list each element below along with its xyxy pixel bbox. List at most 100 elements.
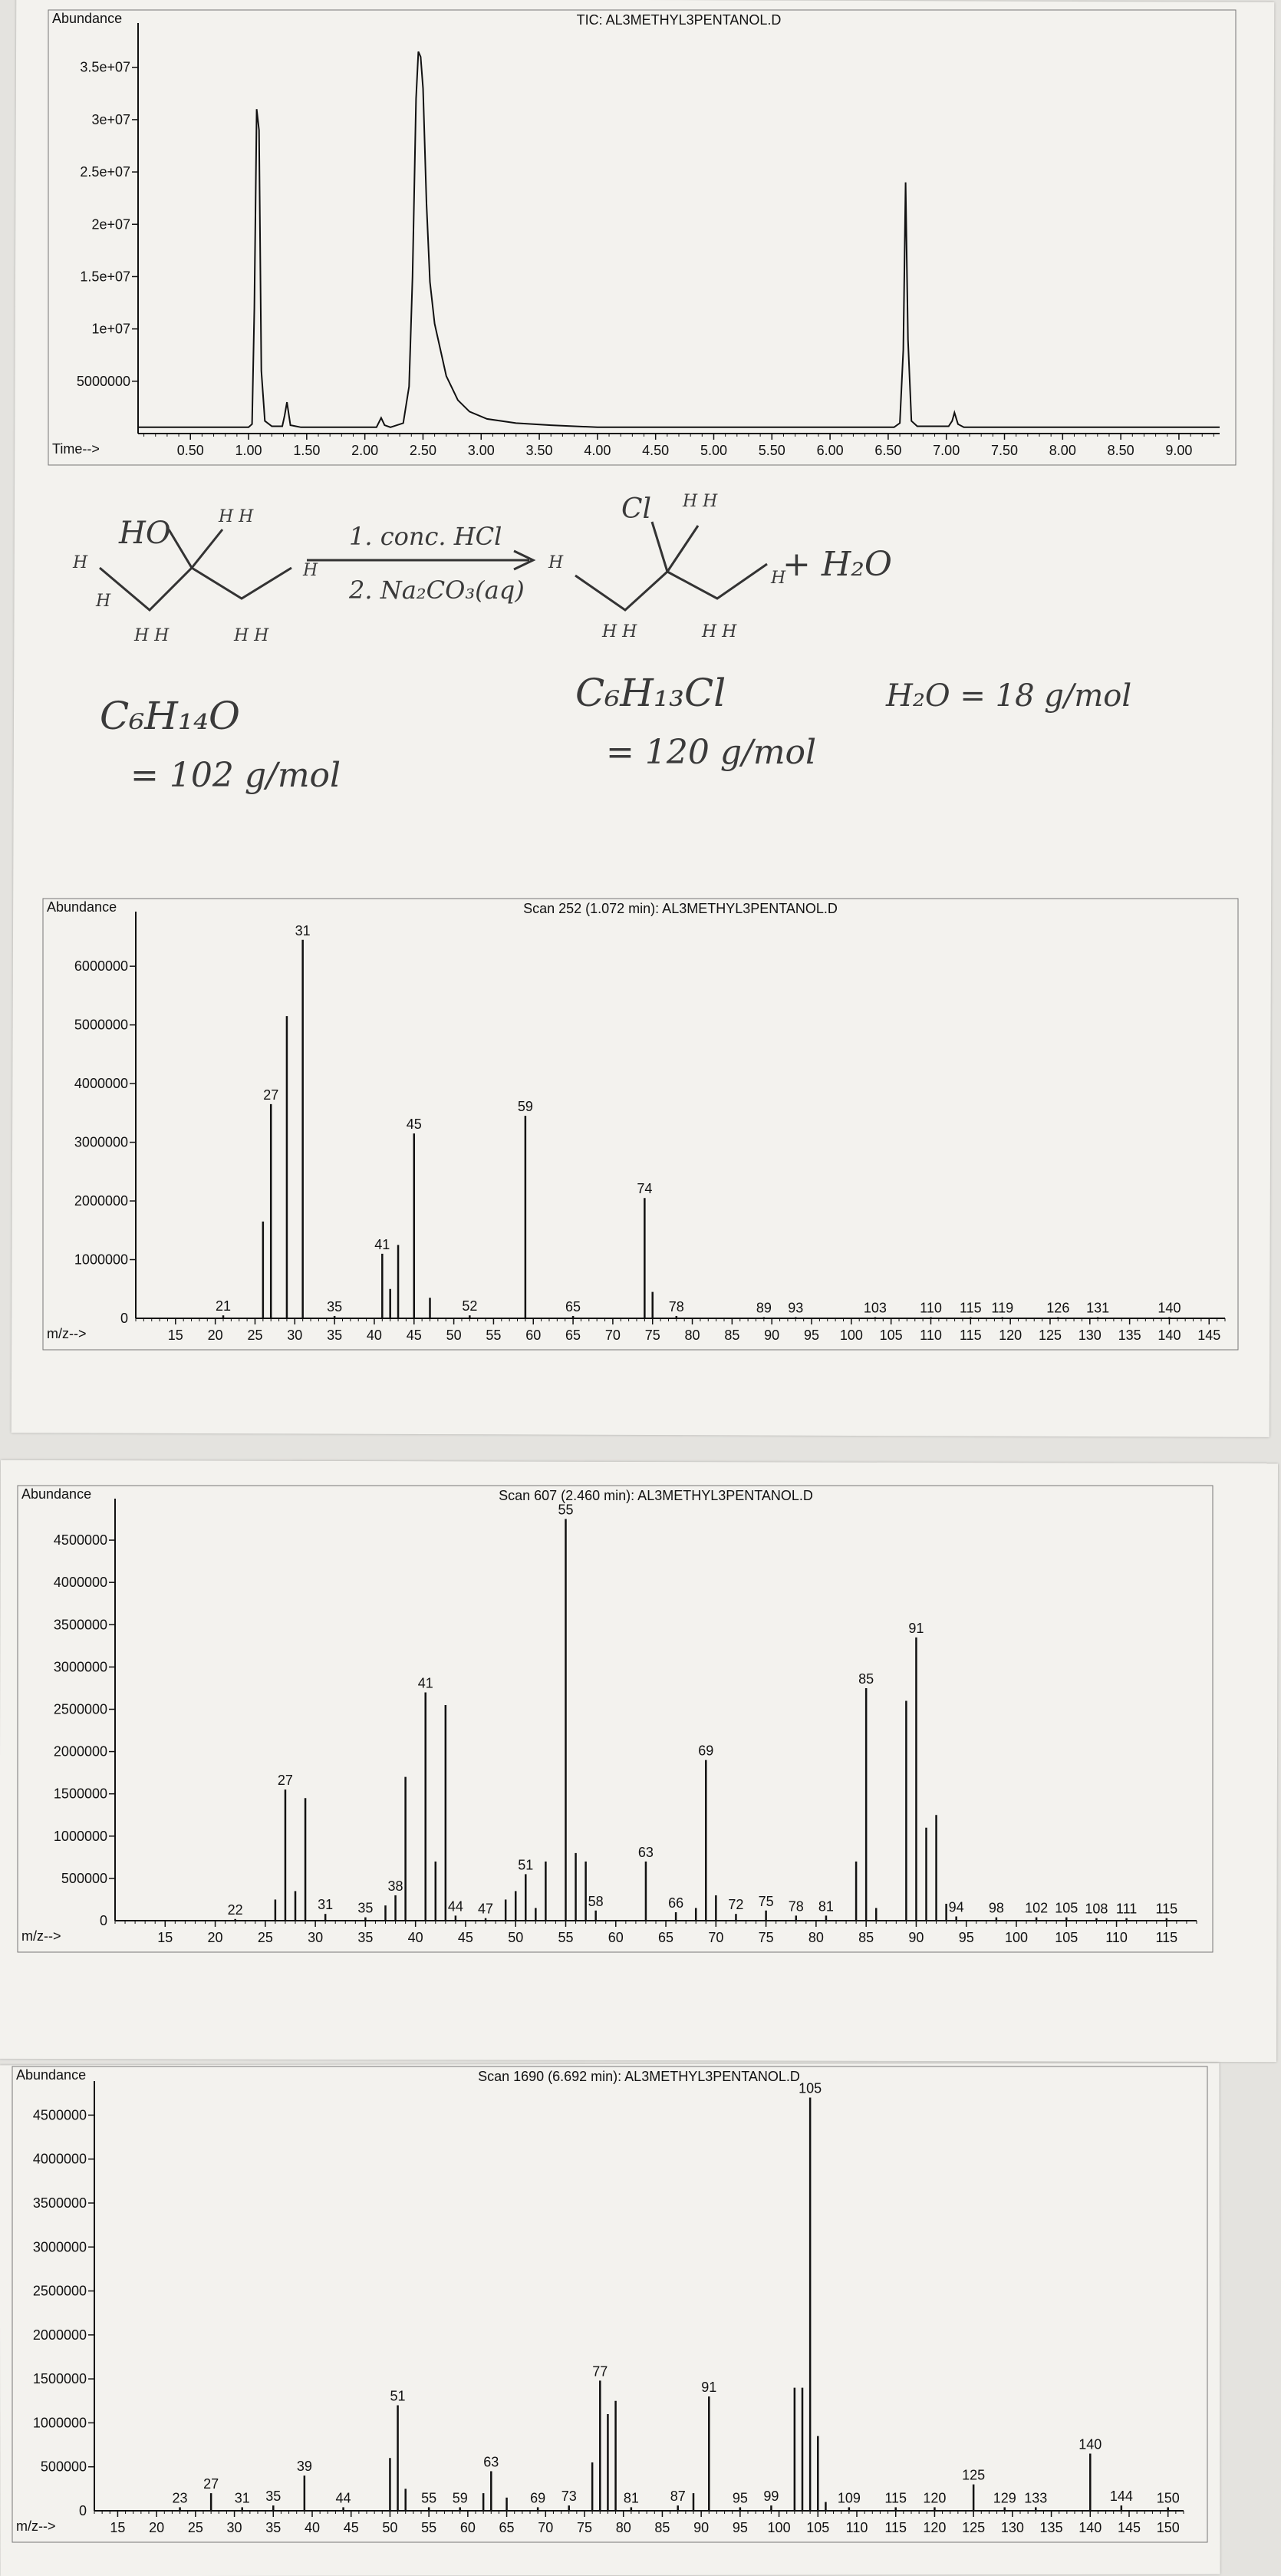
x-tick-label: 30 [227, 2520, 242, 2535]
x-tick-label: 35 [265, 2520, 281, 2535]
x-tick-label: 50 [508, 1930, 523, 1945]
chart-frame [12, 2066, 1208, 2543]
y-tick-label: 3e+07 [91, 112, 130, 127]
y-tick-label: 4500000 [54, 1532, 107, 1548]
peak-label: 75 [759, 1894, 774, 1909]
y-tick-label: 1000000 [54, 1829, 107, 1844]
chart-title: Scan 252 (1.072 min): AL3METHYL3PENTANOL… [523, 901, 838, 916]
y-tick-label: 3000000 [33, 2239, 87, 2254]
svg-text:H H: H H [133, 626, 170, 645]
x-tick-label: 7.00 [933, 443, 960, 458]
peak-label: 150 [1157, 2490, 1180, 2505]
x-tick-label: 150 [1157, 2520, 1180, 2535]
x-tick-label: 55 [421, 2520, 436, 2535]
y-tick-label: 2500000 [54, 1701, 107, 1717]
peak-label: 51 [390, 2389, 406, 2404]
x-tick-label: 0.50 [177, 443, 204, 458]
x-tick-label: 145 [1197, 1328, 1220, 1343]
x-tick-label: 120 [999, 1328, 1022, 1343]
chart-frame [42, 898, 1239, 1351]
x-tick-label: 90 [764, 1328, 779, 1343]
peak-label: 105 [799, 2080, 822, 2096]
product-formula: C₆H₁₃Cl [575, 671, 726, 715]
x-tick-label: 30 [308, 1930, 323, 1945]
tic-chart: TIC: AL3METHYL3PENTANOL.D Abundance Time--… [48, 9, 1237, 466]
peak-label: 98 [989, 1901, 1004, 1916]
x-tick-label: 15 [168, 1328, 183, 1343]
peak-label: 102 [1025, 1901, 1048, 1916]
x-tick-label: 2.00 [351, 443, 378, 458]
peak-label: 38 [388, 1878, 403, 1894]
x-tick-label: 75 [577, 2520, 592, 2535]
peak-label: 120 [923, 2490, 946, 2505]
peak-label: 115 [1155, 1901, 1177, 1917]
x-tick-label: 25 [258, 1930, 273, 1945]
peak-label: 35 [357, 1901, 373, 1916]
y-tick-label: 2000000 [33, 2327, 87, 2343]
chart-title: TIC: AL3METHYL3PENTANOL.D [577, 12, 782, 28]
peak-label: 69 [698, 1743, 713, 1759]
y-axis-label: Abundance [16, 2067, 86, 2083]
peak-label: 105 [1055, 1901, 1078, 1916]
y-tick-label: 2e+07 [91, 216, 130, 232]
x-tick-label: 4.50 [642, 443, 669, 458]
peak-label: 95 [733, 2490, 748, 2505]
peak-label: 140 [1158, 1300, 1181, 1315]
water-product: + H₂O [782, 545, 892, 584]
x-tick-label: 75 [645, 1328, 660, 1343]
y-tick-label: 500000 [41, 2459, 87, 2475]
chart-title: Scan 607 (2.460 min): AL3METHYL3PENTANOL… [499, 1488, 813, 1503]
x-tick-label: 1.00 [235, 443, 262, 458]
svg-text:H: H [770, 569, 786, 588]
x-tick-label: 40 [367, 1328, 382, 1343]
x-tick-label: 65 [658, 1930, 673, 1945]
x-tick-label: 55 [558, 1930, 573, 1945]
x-tick-label: 105 [1055, 1930, 1078, 1945]
peak-label: 119 [991, 1300, 1013, 1315]
peak-label: 110 [920, 1300, 942, 1315]
x-tick-label: 115 [884, 2520, 907, 2535]
peak-label: 27 [278, 1773, 293, 1788]
x-tick-label: 100 [1005, 1930, 1028, 1945]
y-tick-label: 6000000 [74, 958, 128, 974]
x-tick-label: 8.00 [1049, 443, 1076, 458]
peak-label: 77 [592, 2363, 608, 2379]
peak-label: 59 [453, 2490, 468, 2505]
peak-label: 21 [216, 1298, 231, 1314]
peak-label: 115 [960, 1300, 982, 1315]
peak-label: 41 [374, 1237, 390, 1252]
peak-label: 115 [884, 2490, 907, 2505]
peak-label: 55 [421, 2490, 436, 2505]
x-axis-label: Time--> [52, 441, 100, 457]
peak-label: 63 [483, 2454, 499, 2469]
peak-label: 73 [561, 2489, 577, 2504]
peak-label: 22 [228, 1902, 243, 1918]
y-tick-label: 1.5e+07 [80, 269, 130, 284]
peak-label: 78 [789, 1898, 804, 1914]
x-tick-label: 2.50 [410, 443, 436, 458]
x-tick-label: 30 [287, 1328, 302, 1343]
peak-label: 81 [624, 2490, 639, 2505]
x-tick-label: 50 [382, 2520, 397, 2535]
x-tick-label: 135 [1040, 2520, 1063, 2535]
tic-trace [138, 51, 1220, 428]
x-tick-label: 125 [962, 2520, 985, 2535]
peak-label: 63 [638, 1845, 654, 1860]
ho-label: HO [118, 516, 171, 551]
reactant-mass: = 102 g/mol [130, 756, 341, 795]
y-tick-label: 2500000 [33, 2284, 87, 2299]
chart-frame [17, 1485, 1213, 1953]
y-tick-label: 2000000 [74, 1193, 128, 1209]
x-tick-label: 90 [693, 2520, 709, 2535]
x-tick-label: 125 [1039, 1328, 1062, 1343]
peak-label: 45 [407, 1116, 422, 1132]
y-axis-label: Abundance [47, 899, 117, 915]
svg-text:H: H [95, 592, 111, 611]
peak-label: 109 [838, 2490, 861, 2505]
y-tick-label: 2.5e+07 [80, 164, 130, 180]
y-tick-label-zero: 0 [100, 1913, 107, 1928]
peak-label: 125 [962, 2468, 985, 2483]
y-tick-label: 4000000 [74, 1076, 128, 1091]
peak-label: 44 [336, 2490, 351, 2505]
x-tick-label: 1.50 [293, 443, 320, 458]
